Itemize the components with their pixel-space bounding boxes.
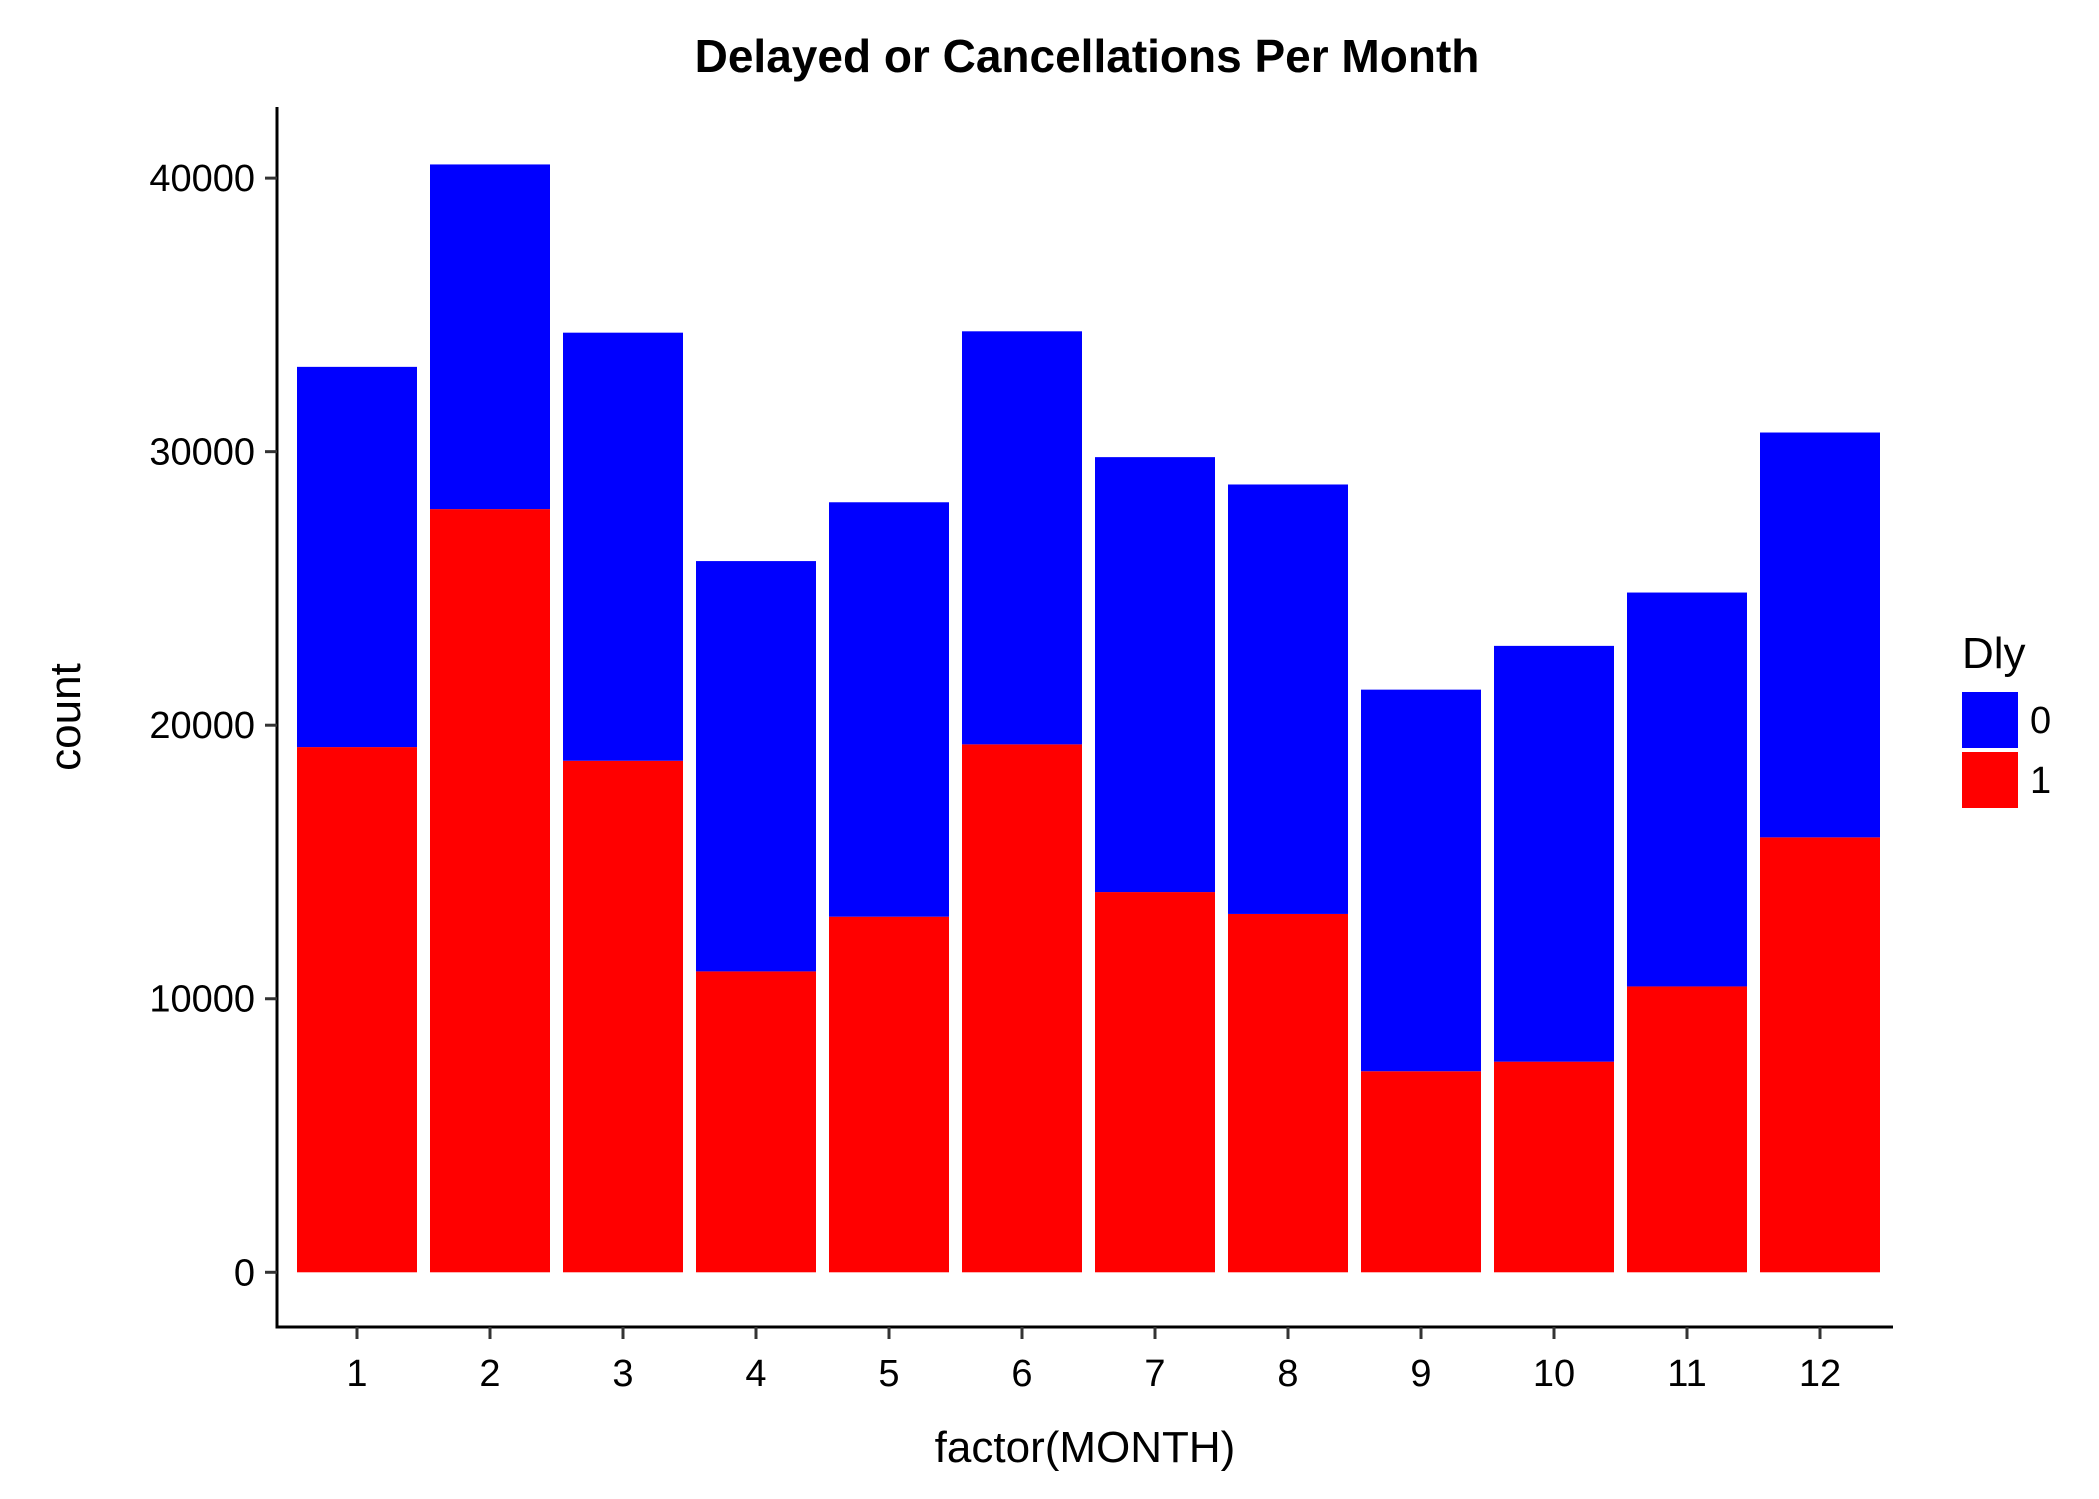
x-axis: 1 2 3 4 5 6 7 8 9 10 11 12 bbox=[275, 1325, 1893, 1395]
bar-month-1-dly-1 bbox=[297, 747, 417, 1273]
y-tick-label: 10000 bbox=[149, 979, 255, 1021]
bar-month-6-dly-0 bbox=[962, 331, 1082, 745]
bar-month-2-dly-0 bbox=[430, 164, 550, 510]
bar-month-4-dly-1 bbox=[696, 971, 816, 1273]
legend-label-0: 0 bbox=[2030, 700, 2051, 742]
x-tick-label: 1 bbox=[346, 1353, 367, 1395]
legend-title: Dly bbox=[1962, 629, 2026, 678]
bar-month-3-dly-1 bbox=[563, 760, 683, 1273]
bar-month-9-dly-1 bbox=[1361, 1071, 1481, 1273]
y-tick-label: 30000 bbox=[149, 432, 255, 474]
bar-month-10-dly-0 bbox=[1494, 645, 1614, 1062]
bar-month-7-dly-0 bbox=[1095, 457, 1215, 893]
y-axis-label: count bbox=[41, 663, 90, 771]
bar-month-12-dly-1 bbox=[1760, 837, 1880, 1273]
y-axis: 0 10000 20000 30000 40000 bbox=[149, 107, 279, 1327]
bar-month-11-dly-1 bbox=[1627, 986, 1747, 1273]
bar-month-4-dly-0 bbox=[696, 561, 816, 972]
bar-month-11-dly-0 bbox=[1627, 592, 1747, 987]
bar-month-10-dly-1 bbox=[1494, 1061, 1614, 1273]
bar-month-12-dly-0 bbox=[1760, 432, 1880, 838]
y-tick-label: 20000 bbox=[149, 705, 255, 747]
y-tick-label: 40000 bbox=[149, 158, 255, 200]
x-tick-label: 7 bbox=[1144, 1353, 1165, 1395]
x-tick-label: 12 bbox=[1799, 1353, 1841, 1395]
x-tick-label: 5 bbox=[878, 1353, 899, 1395]
legend: Dly 0 1 bbox=[1962, 629, 2051, 808]
bar-month-3-dly-0 bbox=[563, 332, 683, 761]
bar-month-8-dly-0 bbox=[1228, 484, 1348, 914]
bar-month-5-dly-1 bbox=[829, 916, 949, 1273]
bars-group bbox=[297, 164, 1880, 1273]
legend-swatch-0 bbox=[1962, 692, 2018, 748]
x-tick-label: 9 bbox=[1410, 1353, 1431, 1395]
bar-month-9-dly-0 bbox=[1361, 689, 1481, 1072]
x-tick-label: 11 bbox=[1667, 1353, 1706, 1395]
bar-month-5-dly-0 bbox=[829, 502, 949, 917]
bar-month-6-dly-1 bbox=[962, 744, 1082, 1273]
x-tick-label: 2 bbox=[479, 1353, 500, 1395]
x-tick-label: 6 bbox=[1011, 1353, 1032, 1395]
chart-title: Delayed or Cancellations Per Month bbox=[695, 30, 1480, 82]
bar-month-7-dly-1 bbox=[1095, 892, 1215, 1273]
bar-month-1-dly-0 bbox=[297, 366, 417, 748]
bar-month-2-dly-1 bbox=[430, 509, 550, 1273]
legend-swatch-1 bbox=[1962, 752, 2018, 808]
x-tick-label: 4 bbox=[745, 1353, 766, 1395]
y-tick-label: 0 bbox=[234, 1252, 255, 1294]
x-tick-label: 10 bbox=[1533, 1353, 1575, 1395]
legend-label-1: 1 bbox=[2030, 760, 2051, 802]
bar-month-8-dly-1 bbox=[1228, 913, 1348, 1273]
x-tick-label: 3 bbox=[612, 1353, 633, 1395]
x-axis-label: factor(MONTH) bbox=[935, 1423, 1236, 1472]
x-tick-label: 8 bbox=[1277, 1353, 1298, 1395]
